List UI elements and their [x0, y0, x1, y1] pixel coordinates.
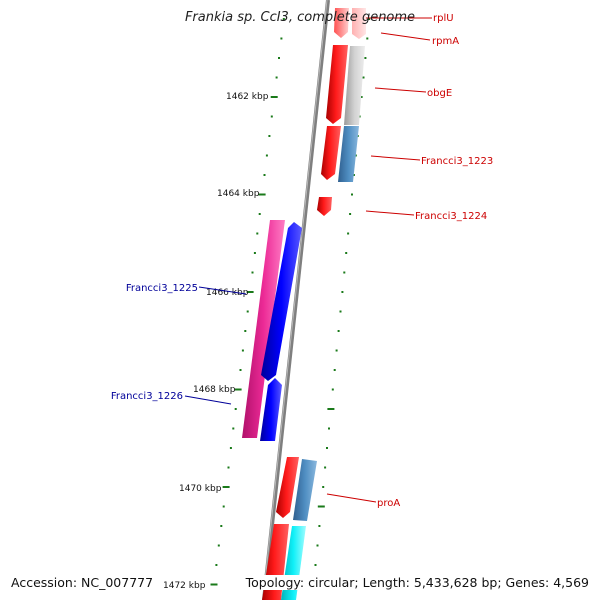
ruler-tick	[360, 96, 363, 98]
kbp-label-1472: 1472 kbp	[163, 581, 206, 591]
ruler-tick	[364, 57, 367, 59]
accession-text: Accession: NC_007777	[9, 575, 156, 590]
gene-francci3-1224[interactable]	[317, 197, 332, 216]
ruler-tick	[258, 213, 261, 215]
leader-francci3-1226	[184, 395, 232, 405]
leader-francci3-1224	[365, 210, 415, 216]
ruler-tick	[270, 96, 278, 98]
ruler-tick	[345, 252, 348, 254]
ruler-tick	[337, 330, 340, 332]
ruler-tick	[210, 583, 218, 586]
kbp-label-1462: 1462 kbp	[226, 92, 269, 102]
ruler-tick	[239, 369, 242, 371]
label-obge[interactable]: obgE	[427, 88, 452, 99]
gene-francci3-1225-magenta[interactable]	[242, 220, 285, 438]
leader-francci3-1223	[370, 155, 421, 161]
ruler-tick	[253, 252, 256, 254]
ruler-tick	[268, 135, 271, 137]
ruler-tick	[351, 193, 353, 196]
label-francci3-1225[interactable]: Francci3_1225	[126, 283, 198, 294]
ruler-tick	[314, 564, 317, 566]
kbp-label-1470: 1470 kbp	[179, 484, 222, 494]
ruler-tick	[275, 76, 278, 79]
ruler-tick	[217, 544, 220, 547]
ruler-tick	[282, 18, 285, 20]
ruler-tick	[366, 37, 369, 40]
gene-rplu[interactable]	[352, 8, 366, 39]
leader-francci3-1225	[198, 286, 247, 295]
label-rplu[interactable]: rplU	[433, 13, 454, 24]
ruler-tick	[270, 115, 273, 118]
label-proa[interactable]: proA	[377, 498, 400, 509]
ruler-tick	[316, 544, 319, 547]
leader-rpma	[380, 32, 431, 41]
gene-francci3-1223-red[interactable]	[321, 126, 341, 180]
gene-proa-steel[interactable]	[293, 459, 317, 521]
ruler-tick	[227, 466, 230, 469]
leader-proa	[326, 493, 377, 503]
ruler-tick	[352, 174, 355, 176]
ruler-tick	[251, 271, 254, 274]
ruler-tick	[362, 76, 365, 79]
ruler-tick	[220, 525, 223, 527]
ruler-tick	[234, 408, 237, 410]
kbp-label-1464: 1464 kbp	[217, 189, 260, 199]
ruler-tick	[331, 388, 334, 391]
ruler-tick	[246, 291, 254, 293]
label-francci3-1226[interactable]: Francci3_1226	[111, 391, 183, 402]
ruler-tick	[324, 466, 327, 469]
ruler-tick	[232, 427, 235, 430]
genome-backbone	[262, 0, 330, 600]
gene-rpma[interactable]	[334, 8, 349, 38]
leader-obge	[374, 87, 427, 93]
ruler-tick	[343, 271, 346, 274]
ruler-tick	[318, 525, 321, 527]
ruler-tick	[347, 232, 350, 235]
ruler-tick	[317, 505, 325, 508]
ruler-tick	[328, 427, 330, 430]
ruler-tick	[349, 213, 352, 215]
ruler-tick	[280, 37, 283, 40]
label-francci3-1224[interactable]: Francci3_1224	[415, 211, 487, 222]
label-francci3-1223[interactable]: Francci3_1223	[421, 156, 493, 167]
topology-text: Topology: circular; Length: 5,433,628 bp…	[243, 575, 591, 590]
ruler-tick	[222, 486, 230, 488]
gene-obge-gray[interactable]	[344, 46, 365, 125]
ruler-tick	[327, 408, 335, 410]
ruler-tick	[244, 330, 247, 332]
ruler-tick	[229, 447, 232, 449]
gene-francci3-1226-blue[interactable]	[260, 378, 282, 441]
ruler-tick	[326, 447, 328, 449]
gene-francci3-1225-blue[interactable]	[261, 222, 302, 381]
ruler-tick	[339, 310, 342, 313]
ruler-tick	[256, 232, 259, 235]
ruler-tick	[265, 154, 268, 157]
label-rpma[interactable]: rpmA	[432, 36, 459, 47]
ruler-tick	[222, 505, 225, 508]
kbp-label-1468: 1468 kbp	[193, 385, 236, 395]
gene-francci3-1223-steel[interactable]	[338, 126, 359, 182]
ruler-tick	[335, 349, 338, 352]
ruler-tick	[278, 57, 280, 59]
ruler-tick	[263, 174, 266, 176]
ruler-tick	[368, 18, 371, 20]
ruler-tick	[241, 349, 244, 352]
map-title: Frankia sp. CcI3, complete genome	[184, 10, 416, 25]
ruler-tick	[258, 193, 266, 196]
ruler-tick	[246, 310, 249, 313]
ruler-tick	[333, 369, 336, 371]
ruler-tick	[215, 564, 218, 566]
ruler-tick	[234, 388, 242, 391]
kbp-label-1466: 1466 kbp	[206, 288, 249, 298]
gene-obge-upper[interactable]	[326, 45, 348, 124]
ruler-tick	[341, 291, 344, 293]
gene-proa-red[interactable]	[276, 457, 299, 518]
ruler-tick	[322, 486, 325, 488]
